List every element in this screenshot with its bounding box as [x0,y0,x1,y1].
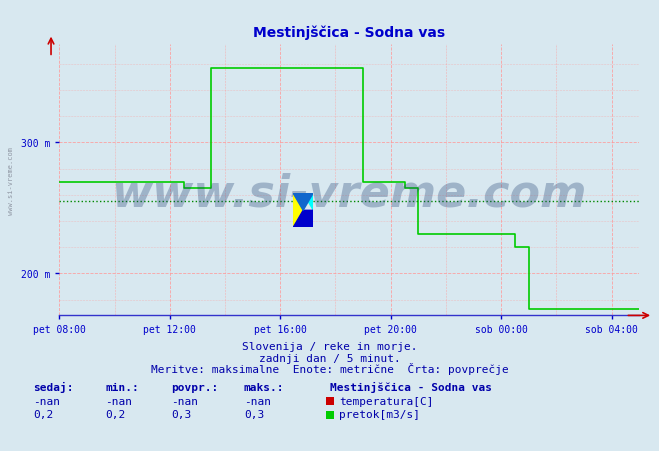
Text: www.si-vreme.com: www.si-vreme.com [8,147,14,214]
Title: Mestinjščica - Sodna vas: Mestinjščica - Sodna vas [253,25,445,40]
Text: temperatura[C]: temperatura[C] [339,396,434,405]
Polygon shape [293,211,313,228]
Text: Meritve: maksimalne  Enote: metrične  Črta: povprečje: Meritve: maksimalne Enote: metrične Črta… [151,362,508,374]
Polygon shape [293,194,313,211]
Text: -nan: -nan [171,396,198,405]
Text: pretok[m3/s]: pretok[m3/s] [339,409,420,419]
Text: Mestinjščica - Sodna vas: Mestinjščica - Sodna vas [330,381,492,392]
Text: -nan: -nan [244,396,271,405]
Text: www.si-vreme.com: www.si-vreme.com [111,172,587,216]
Text: zadnji dan / 5 minut.: zadnji dan / 5 minut. [258,353,401,363]
Text: sedaj:: sedaj: [33,381,73,392]
Text: povpr.:: povpr.: [171,382,219,392]
Polygon shape [303,194,313,211]
Text: -nan: -nan [33,396,60,405]
Text: Slovenija / reke in morje.: Slovenija / reke in morje. [242,341,417,351]
Text: 0,2: 0,2 [105,409,126,419]
Text: 0,3: 0,3 [171,409,192,419]
Text: 0,2: 0,2 [33,409,53,419]
Text: 0,3: 0,3 [244,409,264,419]
Text: maks.:: maks.: [244,382,284,392]
Polygon shape [293,194,303,228]
Text: -nan: -nan [105,396,132,405]
Text: min.:: min.: [105,382,139,392]
